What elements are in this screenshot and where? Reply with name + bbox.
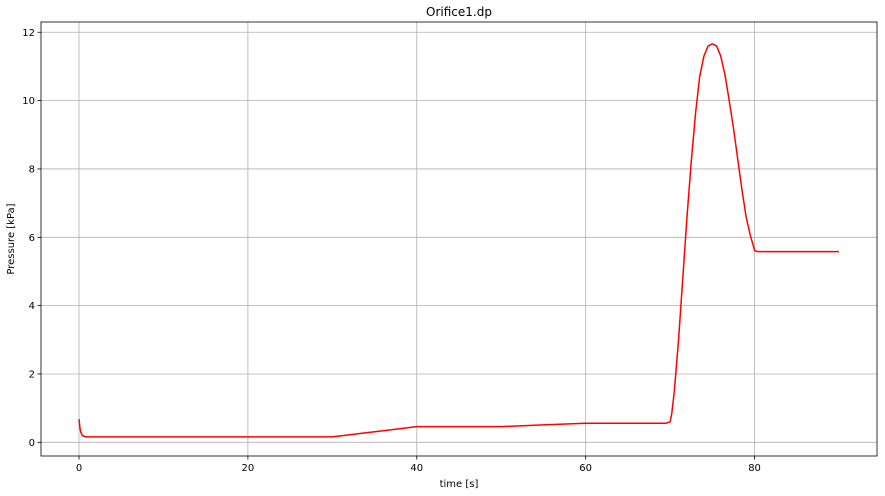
- y-tick-label: 4: [29, 301, 35, 312]
- y-tick-label: 10: [22, 96, 35, 107]
- chart-title: Orifice1.dp: [426, 5, 492, 19]
- grid: [41, 22, 877, 456]
- x-tick-label: 40: [410, 463, 423, 474]
- series-line: [78, 43, 839, 438]
- x-axis-label: time [s]: [440, 479, 479, 490]
- y-axis-label: Pressure [kPa]: [6, 203, 17, 274]
- series-layer: [78, 43, 839, 438]
- x-tick-label: 80: [748, 463, 761, 474]
- y-tick-label: 12: [22, 28, 35, 39]
- y-tick-label: 6: [29, 233, 35, 244]
- x-tick-label: 20: [242, 463, 255, 474]
- y-tick-label: 2: [29, 369, 35, 380]
- y-tick-label: 8: [29, 164, 35, 175]
- x-tick-label: 60: [579, 463, 592, 474]
- x-tick-label: 0: [76, 463, 82, 474]
- plot-frame: [40, 21, 878, 457]
- y-tick-label: 0: [29, 438, 35, 449]
- ticks: 0 20 40 60 80 0 2 4 6 8 10 12: [22, 28, 761, 474]
